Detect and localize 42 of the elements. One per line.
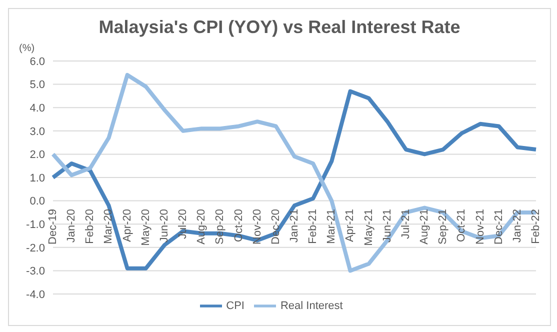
x-tick-label: Dec-21 — [492, 209, 505, 244]
y-tick-label: 2.0 — [30, 149, 45, 162]
x-tick-label: May-20 — [140, 209, 152, 246]
y-tick-label: 5.0 — [30, 79, 45, 92]
x-tick-label: Jun-20 — [158, 209, 170, 243]
x-tick-label: Aug-21 — [418, 209, 431, 244]
y-tick-label: -1.0 — [26, 219, 45, 232]
x-tick-label: Sep-21 — [437, 209, 450, 244]
x-tick-label: Dec-20 — [270, 209, 282, 244]
x-tick-label: Aug-20 — [196, 209, 208, 244]
x-tick-label: Feb-20 — [84, 209, 96, 244]
x-tick-label: Jul-21 — [400, 209, 412, 239]
y-tick-label: 3.0 — [30, 126, 45, 138]
x-tick-label: Feb-21 — [307, 209, 320, 244]
x-tick-label: Dec-19 — [47, 209, 59, 244]
x-tick-label: Oct-21 — [456, 209, 468, 242]
x-tick-label: Jan-22 — [511, 209, 524, 243]
y-axis-title: (%) — [19, 43, 35, 54]
x-tick-label: May-21 — [362, 209, 375, 246]
x-tick-label: Oct-20 — [232, 209, 245, 242]
x-tick-label: Mar-21 — [326, 209, 338, 244]
y-tick-label: 0.0 — [30, 196, 45, 208]
x-tick-label: Nov-20 — [251, 209, 264, 244]
x-tick-label: Apr-21 — [344, 209, 356, 242]
x-tick-label: Feb-22 — [530, 209, 542, 244]
legend-label: CPI — [226, 300, 244, 312]
x-tick-label: Jan-21 — [288, 209, 300, 243]
y-tick-label: -2.0 — [26, 242, 45, 254]
chart-title: Malaysia's CPI (YOY) vs Real Interest Rate — [98, 17, 462, 38]
x-tick-label: Jan-20 — [66, 209, 78, 243]
y-tick-label: 4.0 — [30, 102, 45, 115]
x-tick-label: Jun-21 — [381, 209, 394, 243]
y-tick-label: -3.0 — [26, 266, 45, 278]
x-tick-label: Nov-21 — [474, 209, 486, 244]
legend-label: Real Interest — [280, 300, 343, 312]
x-tick-label: Apr-20 — [121, 209, 134, 242]
y-tick-label: -4.0 — [26, 288, 45, 301]
y-tick-label: 6.0 — [30, 56, 45, 68]
x-tick-label: Mar-20 — [102, 209, 115, 244]
x-tick-label: Sep-20 — [214, 209, 226, 244]
x-tick-label: Jul-20 — [177, 209, 190, 239]
y-tick-label: 1.0 — [30, 172, 45, 184]
